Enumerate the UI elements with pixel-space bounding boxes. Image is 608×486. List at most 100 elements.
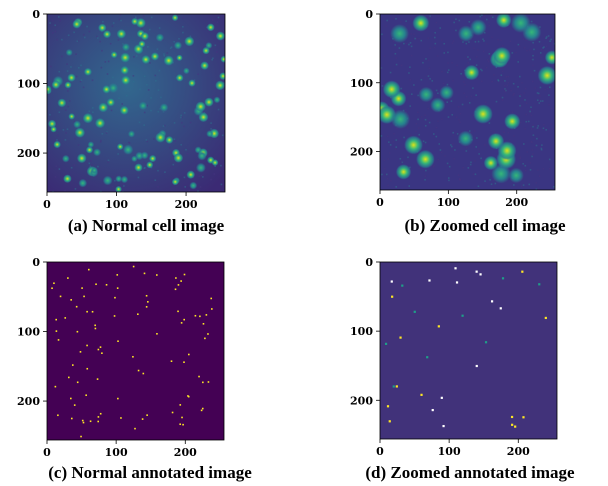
panel-a-cell — [87, 141, 95, 148]
panel-a-noise — [66, 63, 68, 65]
panel-a-x-tick-label: 200 — [175, 198, 198, 211]
panel-b-noise — [424, 124, 427, 127]
panel-b-noise — [427, 107, 430, 110]
panel-c-annotation-dot — [143, 272, 146, 275]
panel-b-noise — [482, 38, 484, 41]
panel-a-noise — [119, 14, 122, 16]
panel-b-noise — [545, 45, 548, 48]
panel-a-noise — [80, 64, 82, 67]
panel-a-noise — [143, 124, 146, 126]
panel-b-noise — [532, 124, 534, 126]
panel-a-noise — [211, 58, 213, 61]
panel-a-cell — [102, 30, 112, 39]
panel-b-noise — [540, 48, 543, 51]
panel-c-annotation-dot — [204, 337, 206, 340]
panel-a-cell — [206, 23, 215, 32]
panel-b-noise — [425, 169, 427, 172]
panel-a-cell — [175, 74, 184, 82]
panel-b-noise — [548, 158, 551, 161]
panel-a-noise — [70, 166, 73, 169]
panel-a-cell — [183, 67, 190, 75]
panel-a-cell — [155, 132, 166, 143]
panel-a-cell — [184, 36, 195, 47]
panel-a-noise — [147, 89, 150, 91]
panel-b-noise — [507, 81, 510, 84]
panel-a-noise — [100, 66, 103, 69]
panel-a-cell — [200, 61, 209, 70]
panel-b-cell — [508, 167, 524, 184]
panel-c-annotation-dot — [86, 344, 88, 347]
panel-b-noise — [530, 20, 533, 23]
panel-c-annotation-dot — [117, 397, 119, 400]
panel-c-background — [47, 262, 224, 440]
panel-b-cell — [457, 130, 474, 147]
panel-a-noise — [173, 40, 175, 43]
panel-c-annotation-dot — [55, 318, 57, 321]
panel-b-noise — [536, 99, 539, 102]
panel-b-noise — [409, 78, 412, 81]
panel-b-cell — [504, 113, 521, 130]
panel-b-noise — [387, 158, 390, 160]
panel-b-noise — [451, 145, 453, 148]
panel-b-noise — [381, 33, 383, 36]
panel-c-annotation-dot — [200, 409, 203, 412]
panel-b-noise — [442, 82, 445, 85]
panel-b-noise — [512, 94, 514, 96]
panel-d-annotation-dot — [431, 408, 434, 412]
panel-b-noise — [523, 143, 525, 145]
panel-c-annotation-dot — [99, 412, 102, 415]
panel-b-noise — [470, 95, 473, 98]
panel-a-noise — [180, 116, 182, 119]
panel-b-noise — [434, 96, 436, 98]
panel-a-noise — [104, 61, 107, 63]
panel-b-noise — [480, 80, 483, 83]
panel-a-noise — [96, 37, 99, 39]
panel-b-noise — [490, 18, 492, 20]
panel-a-noise — [182, 16, 185, 19]
panel-b-noise — [409, 66, 411, 69]
panel-b-noise — [388, 152, 391, 154]
panel-a-noise — [99, 141, 102, 143]
panel-a-cell — [148, 154, 157, 163]
panel-d-annotation-dot — [501, 277, 505, 280]
panel-b-noise — [506, 84, 509, 87]
panel-b-noise — [495, 100, 498, 103]
panel-a-noise — [169, 146, 171, 149]
panel-a-cell — [74, 127, 86, 138]
panel-b-noise — [439, 27, 442, 29]
panel-a-cell — [82, 112, 94, 124]
panel-a-noise — [145, 163, 147, 165]
panel-c-annotation-dot — [187, 395, 189, 397]
panel-c-annotation-dot — [91, 310, 94, 313]
panel-b-noise — [507, 131, 510, 134]
panel-b-noise — [427, 75, 430, 77]
panel-a-noise — [82, 33, 85, 36]
panel-a-cell — [115, 185, 122, 192]
panel-b-noise — [433, 164, 435, 167]
panel-b-noise — [532, 58, 534, 61]
panel-c-annotation-dot — [120, 417, 122, 419]
panel-d-x-tick-label: 200 — [507, 445, 530, 458]
panel-c-annotation-dot — [156, 274, 158, 276]
panel-d-y-tick-label: 100 — [350, 325, 373, 338]
panel-a-noise — [128, 142, 131, 144]
panel-b-noise — [385, 25, 387, 27]
panel-b-noise — [437, 92, 439, 95]
panel-a-noise — [164, 171, 166, 173]
panel-a-cell — [116, 143, 124, 151]
panel-b-noise — [497, 39, 499, 41]
panel-c-annotation-dot — [177, 310, 179, 313]
panel-c-annotation-dot — [71, 364, 74, 366]
panel-c-annotation-dot — [57, 339, 60, 341]
panel-b-noise — [504, 91, 506, 93]
panel-a-noise — [135, 55, 138, 57]
panel-b-noise — [547, 35, 550, 37]
panel-b-noise — [536, 137, 538, 140]
panel-b-cell — [537, 65, 555, 85]
panel-c-annotation-dot — [183, 273, 186, 276]
panel-b-noise — [424, 178, 426, 181]
panel-b-noise — [420, 39, 423, 42]
panel-b-noise — [435, 89, 438, 92]
panel-c-annotation-dot — [86, 310, 88, 313]
panel-c-annotation-dot — [80, 435, 82, 438]
